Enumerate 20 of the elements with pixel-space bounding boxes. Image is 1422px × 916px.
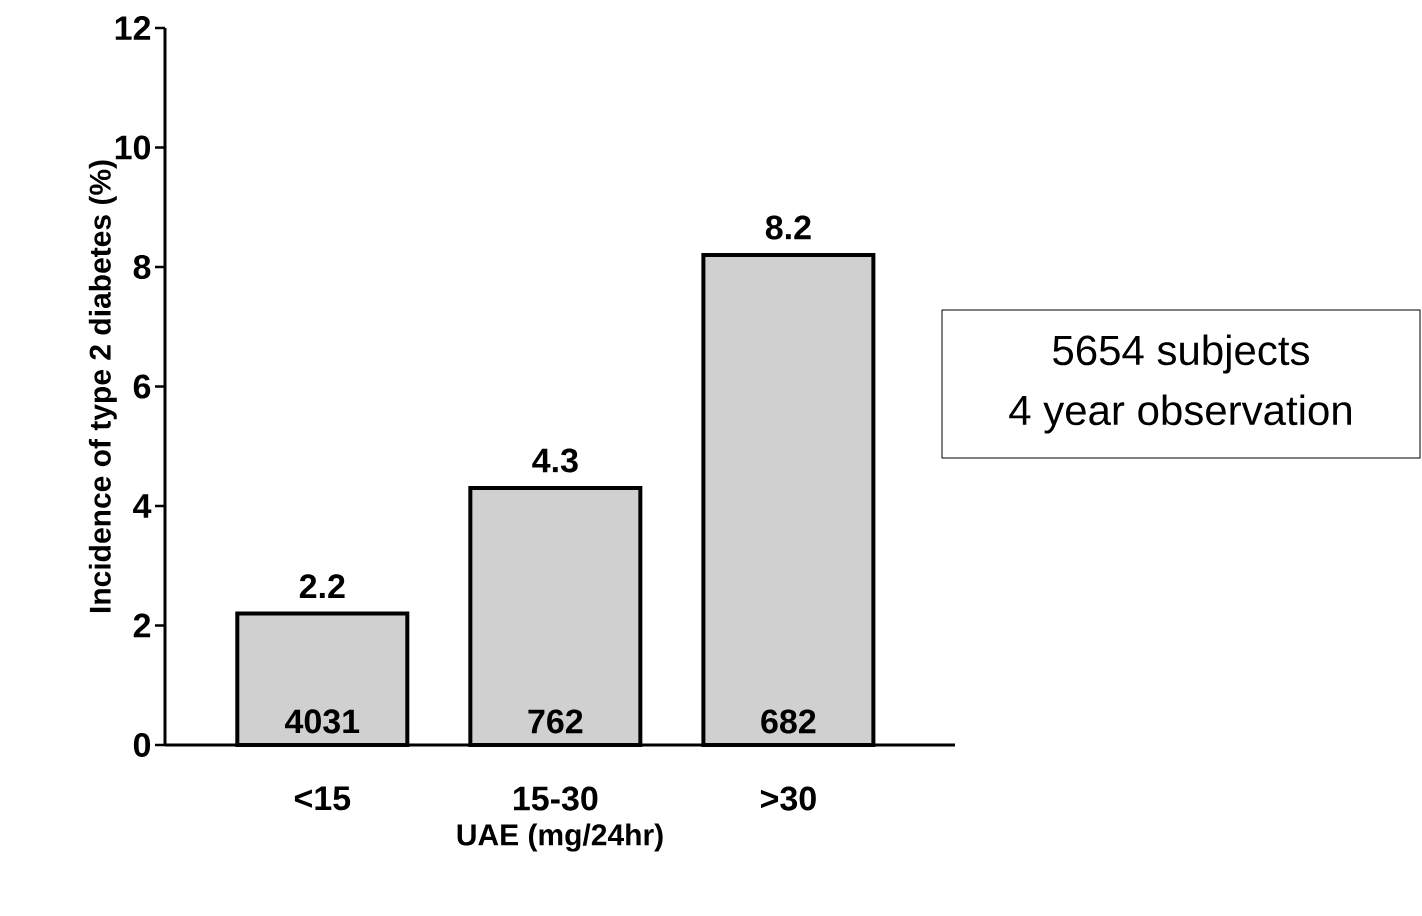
text: 4 year observation [1009, 394, 1351, 434]
data-label: 8.2 [765, 215, 811, 240]
text: 5654 subjects [1053, 334, 1309, 374]
x-tick-label: 15-30 [514, 786, 598, 811]
y-tick-label: 0 [133, 732, 151, 758]
x-tick-label: <15 [294, 786, 351, 811]
data-label: 4.3 [532, 448, 578, 473]
y-tick-label: 2 [133, 613, 151, 638]
y-tick-label: 6 [133, 374, 151, 399]
annotation: 762 [528, 709, 583, 734]
annotation: 4031 [285, 709, 360, 734]
data-label: 2.2 [299, 574, 345, 599]
y-tick-label: 4 [133, 494, 152, 518]
y-axis-title: Incidence of type 2 diabetes (%) [88, 160, 117, 613]
x-axis-title: UAE (mg/24hr) [457, 823, 663, 852]
y-tick-label: 10 [115, 135, 151, 160]
x-tick-label: >30 [760, 786, 816, 811]
annotation: 682 [761, 709, 816, 734]
y-tick-label: 8 [133, 254, 151, 280]
y-tick-label: 12 [115, 16, 151, 40]
